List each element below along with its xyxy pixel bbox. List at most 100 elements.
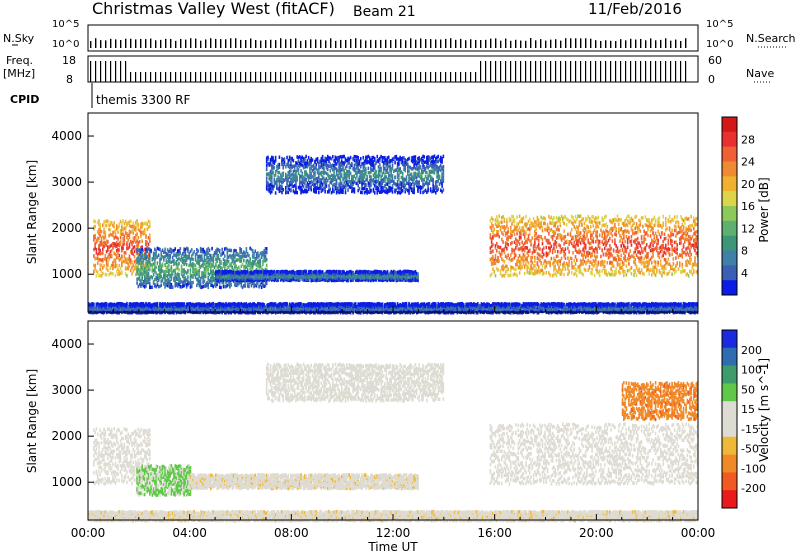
- range-gate-cell: [174, 247, 176, 251]
- range-gate-cell: [363, 156, 365, 160]
- range-gate-cell: [271, 180, 273, 184]
- range-gate-cell: [327, 168, 329, 172]
- range-gate-cell: [571, 271, 573, 275]
- freq-bar: [285, 72, 286, 82]
- freq-bar: [650, 61, 651, 82]
- range-gate-cell: [148, 243, 150, 247]
- range-gate-cell: [190, 268, 192, 272]
- range-gate-cell: [356, 174, 358, 178]
- nsky-bar: [235, 38, 236, 48]
- freq-bar: [610, 61, 611, 82]
- nsky-bar: [440, 39, 441, 48]
- range-gate-cell: [566, 223, 568, 227]
- nsky-bar: [210, 38, 211, 48]
- nsky-bar: [395, 39, 396, 48]
- nsky-bar: [555, 39, 556, 48]
- range-gate-cell: [542, 242, 544, 246]
- range-gate-cell: [136, 219, 138, 223]
- nsky-bar: [600, 41, 601, 48]
- nsky-bar: [135, 39, 136, 48]
- range-gate-cell: [406, 175, 408, 179]
- range-gate-cell: [529, 218, 531, 222]
- range-gate-cell: [211, 247, 213, 251]
- range-gate-cell: [554, 231, 556, 235]
- nsky-bar: [380, 40, 381, 48]
- range-gate-cell: [126, 274, 128, 278]
- nsky-bar: [315, 39, 316, 48]
- range-gate-cell: [563, 273, 565, 277]
- range-gate-cell: [134, 255, 136, 258]
- range-gate-cell: [535, 227, 537, 231]
- range-gate-cell: [99, 223, 101, 227]
- range-gate-cell: [324, 190, 326, 194]
- range-gate-cell: [290, 169, 292, 173]
- range-gate-cell: [511, 234, 513, 238]
- freq-bar: [525, 61, 526, 82]
- freq-bar: [335, 72, 336, 82]
- range-gate-cell: [152, 276, 154, 280]
- range-gate-cell: [145, 284, 147, 288]
- range-gate-cell: [282, 171, 284, 175]
- nsky-bar: [630, 39, 631, 48]
- range-gate-cell: [230, 283, 232, 287]
- freq-bar: [580, 61, 581, 82]
- range-gate-cell: [366, 175, 368, 179]
- range-gate-cell: [314, 171, 316, 175]
- range-gate-cell: [408, 157, 410, 161]
- freq-bar: [395, 72, 396, 82]
- range-gate-cell: [267, 156, 269, 160]
- nsearch-tick-top: 10^5: [706, 19, 733, 30]
- range-gate-cell: [534, 259, 536, 263]
- range-gate-cell: [266, 281, 268, 285]
- range-gate-cell: [121, 270, 123, 274]
- nsky-bar: [645, 40, 646, 48]
- range-gate-cell: [533, 217, 535, 221]
- range-gate-cell: [557, 254, 559, 258]
- nsky-bar: [170, 39, 171, 48]
- range-gate-cell: [155, 266, 157, 270]
- nsky-bar: [205, 39, 206, 48]
- range-gate-cell: [418, 180, 420, 184]
- range-gate-cell: [178, 273, 180, 277]
- range-gate-cell: [538, 243, 540, 247]
- range-gate-cell: [219, 249, 221, 253]
- freq-bar: [200, 72, 201, 82]
- range-gate-cell: [131, 260, 133, 264]
- range-gate-cell: [105, 231, 107, 235]
- range-gate-cell: [576, 258, 578, 262]
- range-gate-cell: [209, 249, 211, 253]
- freq-bar: [360, 72, 361, 82]
- freq-bar: [205, 72, 206, 82]
- freq-bar: [220, 72, 221, 82]
- freq-tick-top: 18: [62, 54, 76, 67]
- range-gate-cell: [495, 254, 497, 257]
- freq-bar: [365, 72, 366, 82]
- freq-bar: [300, 72, 301, 82]
- range-gate-cell: [107, 268, 109, 272]
- freq-bar: [295, 72, 296, 82]
- range-gate-cell: [507, 243, 509, 247]
- range-gate-cell: [432, 178, 434, 182]
- freq-bar: [545, 61, 546, 82]
- nsky-bar: [405, 40, 406, 48]
- range-gate-cell: [559, 244, 561, 248]
- range-gate-cell: [94, 220, 96, 224]
- range-gate-cell: [572, 216, 574, 220]
- range-gate-cell: [94, 234, 96, 238]
- range-gate-cell: [497, 256, 499, 260]
- freq-bar: [635, 61, 636, 82]
- range-gate-cell: [576, 269, 578, 273]
- range-gate-cell: [516, 243, 518, 247]
- range-gate-cell: [426, 171, 428, 175]
- nsky-bar: [265, 40, 266, 48]
- range-gate-cell: [374, 157, 376, 161]
- freq-bar: [560, 61, 561, 82]
- nsearch-label: N.Search: [746, 32, 796, 45]
- range-gate-cell: [360, 157, 362, 161]
- freq-bar: [640, 61, 641, 82]
- nsky-bar: [505, 39, 506, 48]
- range-gate-cell: [525, 231, 527, 235]
- range-gate-cell: [192, 281, 194, 285]
- range-gate-cell: [558, 228, 560, 232]
- freq-bar: [615, 61, 616, 82]
